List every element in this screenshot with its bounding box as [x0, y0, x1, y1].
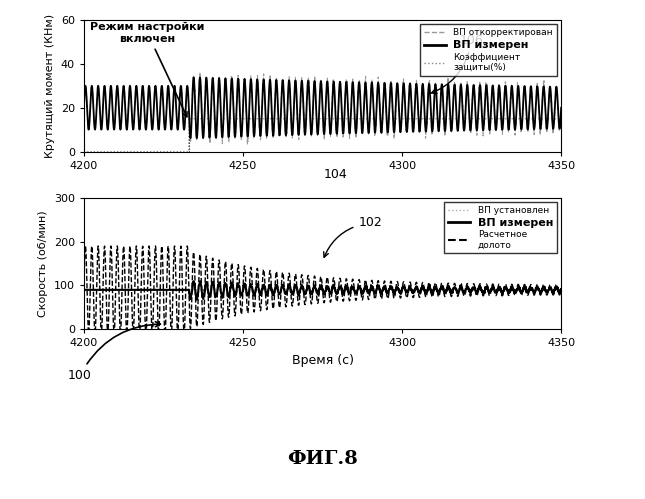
Text: 102: 102 [324, 216, 382, 257]
Text: ФИГ.8: ФИГ.8 [287, 450, 358, 468]
Y-axis label: Крутящий момент (КНм): Крутящий момент (КНм) [45, 14, 55, 158]
Text: 106: 106 [432, 34, 483, 93]
Legend: ВП установлен, ВП измерен, Расчетное
долото: ВП установлен, ВП измерен, Расчетное дол… [444, 202, 557, 253]
Text: Режим настройки
включен: Режим настройки включен [90, 22, 204, 117]
Legend: ВП откорректирован, ВП измерен, Коэффициент
защиты(%): ВП откорректирован, ВП измерен, Коэффици… [420, 24, 557, 75]
Y-axis label: Скорость (об/мин): Скорость (об/мин) [38, 210, 48, 317]
X-axis label: Время (с): Время (с) [292, 354, 353, 367]
Text: 100: 100 [68, 322, 161, 382]
Text: 104: 104 [324, 168, 347, 181]
